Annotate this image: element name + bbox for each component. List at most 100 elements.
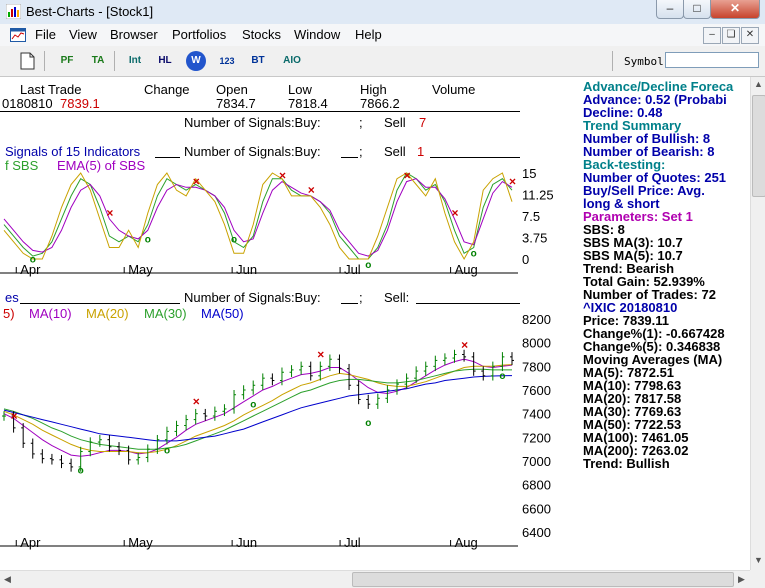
buy-signal-marker: o [231,234,237,245]
info-panel-line: Number of Bullish: 8 [583,131,711,146]
menu-bar: File View Browser Portfolios Stocks Wind… [0,24,765,47]
sell-signal-marker: × [193,395,200,409]
hscroll-thumb[interactable] [352,572,734,587]
info-panel-line: MA(20): 7817.58 [583,391,682,406]
int-button[interactable]: Int [128,55,142,66]
scroll-right-icon[interactable]: ▶ [738,574,745,584]
buy-signal-marker: o [365,260,371,271]
document-window-icon [10,28,26,42]
menu-view[interactable]: View [69,27,97,42]
legend-ma20: MA(20) [86,306,129,321]
mdi-restore-button[interactable]: ❏ [722,27,740,44]
chart-window: Last Trade Change Open Low High Volume 0… [0,77,750,570]
menu-help[interactable]: Help [355,27,382,42]
info-panel-line: MA(100): 7461.05 [583,430,689,445]
y-tick-label: 6600 [522,501,551,516]
y-tick-label: 15 [522,166,536,181]
underline [20,303,180,304]
horizontal-scrollbar[interactable]: ◀ ▶ [0,570,750,588]
underline [416,303,520,304]
x-tick-label: Jul [344,535,361,550]
title-bar: Best-Charts - [Stock1] – □ ✕ [0,0,765,25]
menu-file[interactable]: File [35,27,56,42]
ta-button[interactable]: TA [91,55,105,66]
indicator-panel-title: Signals of 15 Indicators [5,144,141,159]
hl-button[interactable]: HL [158,55,172,66]
charts-canvas: Apr May Jun Jul Aug 15 11.25 7.5 3.75 0 × × × × × × × o o o… [0,166,554,550]
sell-signal-marker: × [451,206,458,220]
pf-button[interactable]: PF [60,55,74,66]
series-line [3,172,513,260]
scroll-left-icon[interactable]: ◀ [4,574,11,584]
underline [341,303,358,304]
info-panel-line: ^IXIC 20180810 [583,300,678,315]
info-panel-line: MA(200): 7263.02 [583,443,689,458]
x-tick-label: May [128,535,153,550]
info-panel-line: MA(5): 7872.51 [583,365,675,380]
menu-portfolios[interactable]: Portfolios [172,27,227,42]
info-panel-line: Advance/Decline Foreca [583,80,734,94]
w-button[interactable]: W [186,51,206,71]
123-button[interactable]: 123 [219,56,235,66]
info-panel-line: Trend: Bullish [583,456,670,471]
info-panel: Advance/Decline Foreca Advance: 0.52 (Pro… [583,80,750,500]
menu-stocks[interactable]: Stocks [242,27,282,42]
signals-separator: ; [359,115,363,130]
aio-button[interactable]: AIO [283,55,301,66]
y-tick-label: 8000 [522,336,551,351]
size-grip [750,570,765,587]
toolbar-separator [114,51,115,71]
info-panel-line: Change%(1): -0.667428 [583,326,725,341]
sell-count: 7 [419,115,427,130]
x-tick-label: Aug [455,535,478,550]
indicator-sell-label: Sell [384,144,406,159]
series-line [3,358,513,457]
buy-signal-marker: o [145,234,151,245]
sell-signal-marker: × [308,183,315,197]
underline [341,157,358,158]
price-panel-title: es [5,290,19,305]
info-panel-line: Trend Summary [583,118,682,133]
menu-browser[interactable]: Browser [110,27,158,42]
buy-signal-marker: o [164,445,170,456]
last-trade-label: Last Trade [20,82,82,97]
series-line [3,178,513,257]
x-tick-label: Jun [236,535,257,550]
scroll-up-icon[interactable]: ▲ [754,79,763,89]
y-tick-label: 6400 [522,525,551,540]
x-tick-label: Aug [455,262,478,277]
open-label: Open [216,82,248,97]
scroll-thumb[interactable] [752,95,765,197]
app-logo-icon [6,4,21,19]
y-tick-label: 3.75 [522,231,547,246]
mdi-minimize-button[interactable]: – [703,27,721,44]
symbol-input[interactable] [665,52,759,68]
mdi-close-button[interactable]: ✕ [741,27,759,44]
sell-signal-marker: × [193,174,200,188]
toolbar-separator [612,51,613,71]
high-value: 7866.2 [360,96,400,111]
sell-label: Sell [384,115,406,130]
buy-signal-marker: o [30,254,36,265]
close-button[interactable]: ✕ [710,0,760,19]
y-tick-label: 7000 [522,454,551,469]
x-tick-label: Jun [236,262,257,277]
minimize-button[interactable]: – [656,0,684,19]
sell-signal-marker: × [11,409,18,423]
indicator-signals-separator: ; [359,144,363,159]
signals-count-label: Number of Signals:Buy: [184,115,321,130]
info-panel-line: SBS: 8 [583,222,625,237]
high-label: High [360,82,387,97]
vertical-scrollbar[interactable]: ▲ ▼ [750,77,765,570]
new-document-icon[interactable] [20,52,36,70]
legend-ema5-sbs: EMA(5) of SBS [57,158,146,173]
legend-ma10: MA(10) [29,306,72,321]
menu-window[interactable]: Window [294,27,341,42]
maximize-button[interactable]: □ [683,0,711,19]
legend-ma30: MA(30) [144,306,187,321]
toolbar: PF TA Int HL W 123 BT AIO Symbol [0,46,765,77]
bt-button[interactable]: BT [251,55,265,66]
series-line [3,364,513,454]
scroll-down-icon[interactable]: ▼ [754,555,763,565]
header-divider [0,111,520,112]
